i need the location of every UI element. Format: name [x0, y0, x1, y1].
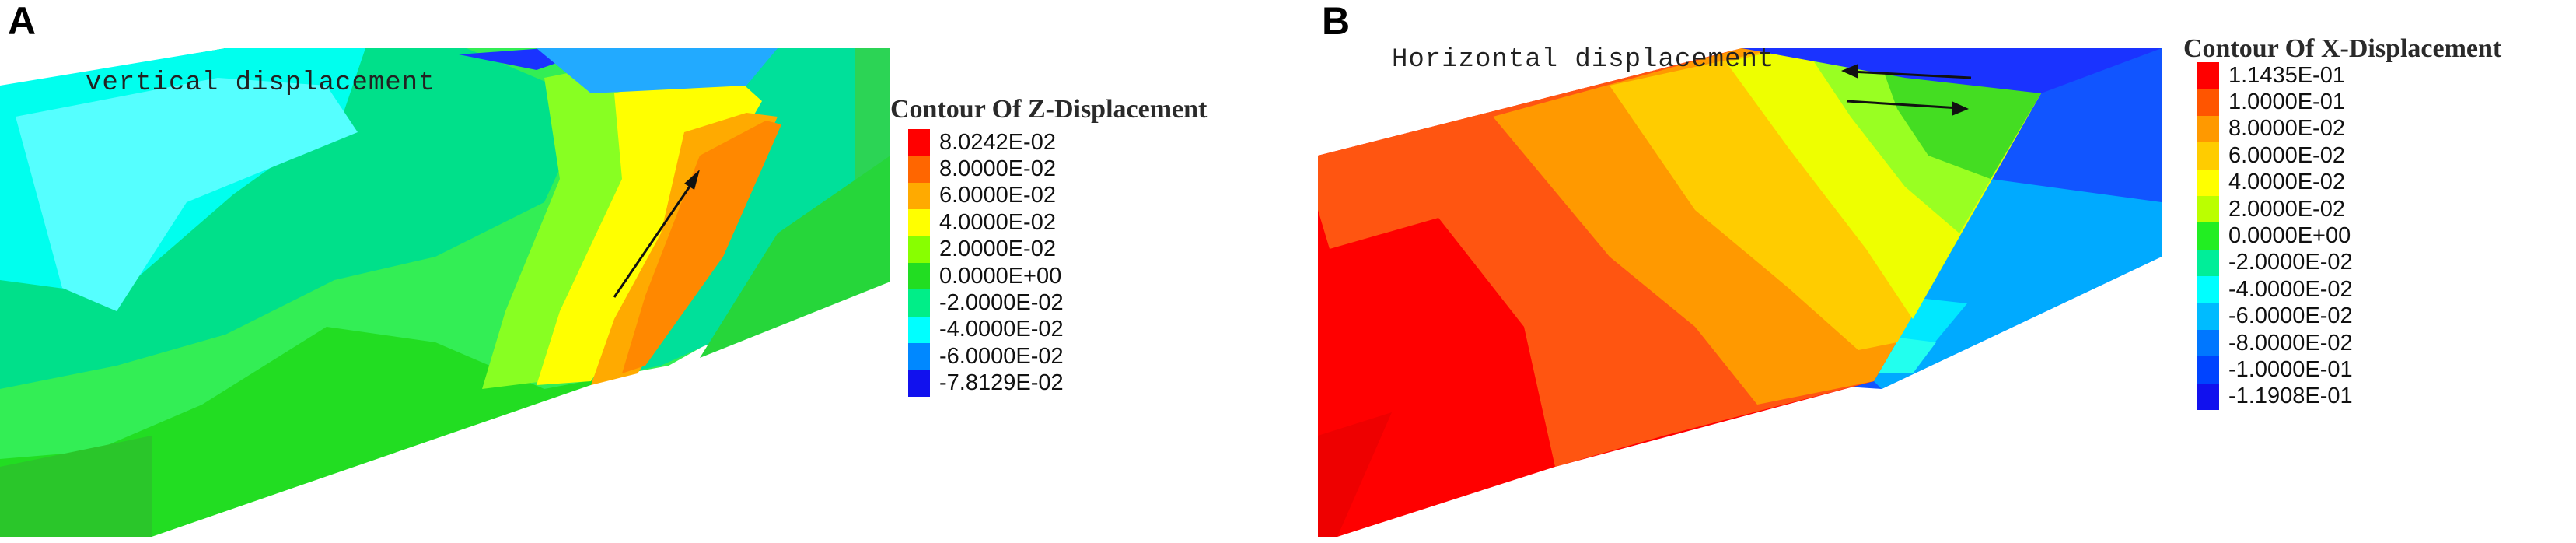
legend-b-swatch	[2197, 169, 2219, 196]
block-a-region-lightblue-top	[537, 48, 778, 93]
legend-a-row: 4.0000E-02	[908, 209, 1064, 236]
legend-a-swatch	[908, 343, 930, 370]
panel-letter-a: A	[8, 0, 37, 43]
legend-a-swatch	[908, 182, 930, 210]
legend-a-row: 8.0242E-02	[908, 129, 1064, 156]
legend-b-row: 0.0000E+00	[2197, 222, 2353, 250]
legend-b-row: 8.0000E-02	[2197, 115, 2353, 143]
legend-b-label: -6.0000E-02	[2228, 303, 2353, 329]
legend-b-label: -4.0000E-02	[2228, 276, 2353, 302]
legend-b-label: 0.0000E+00	[2228, 223, 2351, 249]
block-a-region-cyan-inner	[16, 78, 358, 311]
legend-a-swatch	[908, 289, 930, 317]
legend-a-label: -2.0000E-02	[939, 290, 1064, 316]
legend-a-row: -4.0000E-02	[908, 316, 1064, 344]
legend-a-swatch	[908, 129, 930, 156]
legend-a-label: -7.8129E-02	[939, 370, 1064, 396]
shear-arrow-b-lower	[1846, 100, 1960, 110]
legend-a-row: -7.8129E-02	[908, 370, 1064, 397]
block-a-bottom-face	[0, 436, 152, 537]
legend-b-swatch	[2197, 115, 2219, 143]
legend-a-swatch	[908, 262, 930, 290]
panel-letter-b: B	[1322, 0, 1351, 43]
legend-a-label: 8.0000E-02	[939, 156, 1056, 182]
legend-b-label: 1.1435E-01	[2228, 62, 2345, 88]
shear-arrow-b-lower-head	[1952, 101, 1969, 116]
legend-b-label: 1.0000E-01	[2228, 89, 2345, 115]
legend-b-row: -1.1908E-01	[2197, 383, 2353, 411]
legend-a-swatch	[908, 209, 930, 236]
legend-a-swatch	[908, 316, 930, 344]
legend-a-row: -2.0000E-02	[908, 289, 1064, 317]
legend-b-row: 2.0000E-02	[2197, 195, 2353, 223]
legend-b-swatch	[2197, 356, 2219, 384]
legend-a-label: -6.0000E-02	[939, 343, 1064, 369]
legend-a-label: 4.0000E-02	[939, 209, 1056, 235]
legend-a-swatch	[908, 236, 930, 263]
legend-b: 1.1435E-01 1.0000E-01 8.0000E-02 6.0000E…	[2197, 62, 2353, 411]
legend-b-label: -1.1908E-01	[2228, 384, 2353, 409]
legend-a-label: -4.0000E-02	[939, 317, 1064, 342]
legend-b-label: -8.0000E-02	[2228, 330, 2353, 356]
legend-b-swatch	[2197, 195, 2219, 223]
legend-b-row: -8.0000E-02	[2197, 329, 2353, 357]
annotation-horizontal-displacement: Horizontal displacement	[1392, 45, 1775, 75]
legend-a-swatch	[908, 156, 930, 183]
legend-a-row: 0.0000E+00	[908, 262, 1064, 290]
fault-arrow-a-head	[684, 170, 700, 190]
legend-b-row: 6.0000E-02	[2197, 142, 2353, 170]
legend-title-b: Contour Of X-Displacement	[2183, 34, 2502, 63]
fault-arrow-a	[613, 177, 697, 298]
legend-a-swatch	[908, 370, 930, 397]
legend-b-label: 6.0000E-02	[2228, 142, 2345, 168]
block-b-band-green	[1882, 66, 2041, 179]
legend-b-row: -2.0000E-02	[2197, 249, 2353, 277]
legend-b-label: 4.0000E-02	[2228, 170, 2345, 195]
legend-title-a: Contour Of Z-Displacement	[890, 95, 1208, 124]
legend-b-row: -6.0000E-02	[2197, 303, 2353, 330]
legend-a: 8.0242E-02 8.0000E-02 6.0000E-02 4.0000E…	[908, 129, 1064, 397]
legend-a-row: 2.0000E-02	[908, 236, 1064, 263]
legend-b-swatch	[2197, 276, 2219, 303]
legend-b-label: -1.0000E-01	[2228, 356, 2353, 382]
block-b-region-blue-top	[1742, 48, 2162, 93]
legend-b-label: 8.0000E-02	[2228, 116, 2345, 142]
legend-b-row: 4.0000E-02	[2197, 169, 2353, 196]
legend-b-label: 2.0000E-02	[2228, 196, 2345, 222]
legend-b-label: -2.0000E-02	[2228, 250, 2353, 275]
legend-b-swatch	[2197, 142, 2219, 170]
legend-a-label: 0.0000E+00	[939, 263, 1062, 289]
legend-a-row: 6.0000E-02	[908, 182, 1064, 210]
legend-b-swatch	[2197, 249, 2219, 277]
legend-a-row: -6.0000E-02	[908, 343, 1064, 370]
block-a-band-red-orange	[622, 121, 781, 373]
shear-arrow-b-upper	[1850, 70, 1972, 79]
shear-arrow-b-upper-head	[1841, 64, 1858, 79]
legend-b-row: -4.0000E-02	[2197, 276, 2353, 303]
legend-b-swatch	[2197, 89, 2219, 116]
legend-b-swatch	[2197, 62, 2219, 89]
legend-b-swatch	[2197, 222, 2219, 250]
legend-a-label: 8.0242E-02	[939, 129, 1056, 155]
legend-b-row: -1.0000E-01	[2197, 356, 2353, 384]
legend-a-label: 6.0000E-02	[939, 183, 1056, 208]
legend-a-row: 8.0000E-02	[908, 156, 1064, 183]
legend-b-row: 1.1435E-01	[2197, 62, 2353, 89]
block-b-bottom-face	[1318, 412, 1392, 537]
legend-b-row: 1.0000E-01	[2197, 89, 2353, 116]
legend-a-label: 2.0000E-02	[939, 236, 1056, 262]
annotation-vertical-displacement: vertical displacement	[86, 68, 435, 98]
block-a-region-green-bottom-right	[700, 156, 890, 358]
legend-b-swatch	[2197, 303, 2219, 330]
legend-b-swatch	[2197, 383, 2219, 411]
legend-b-swatch	[2197, 329, 2219, 357]
